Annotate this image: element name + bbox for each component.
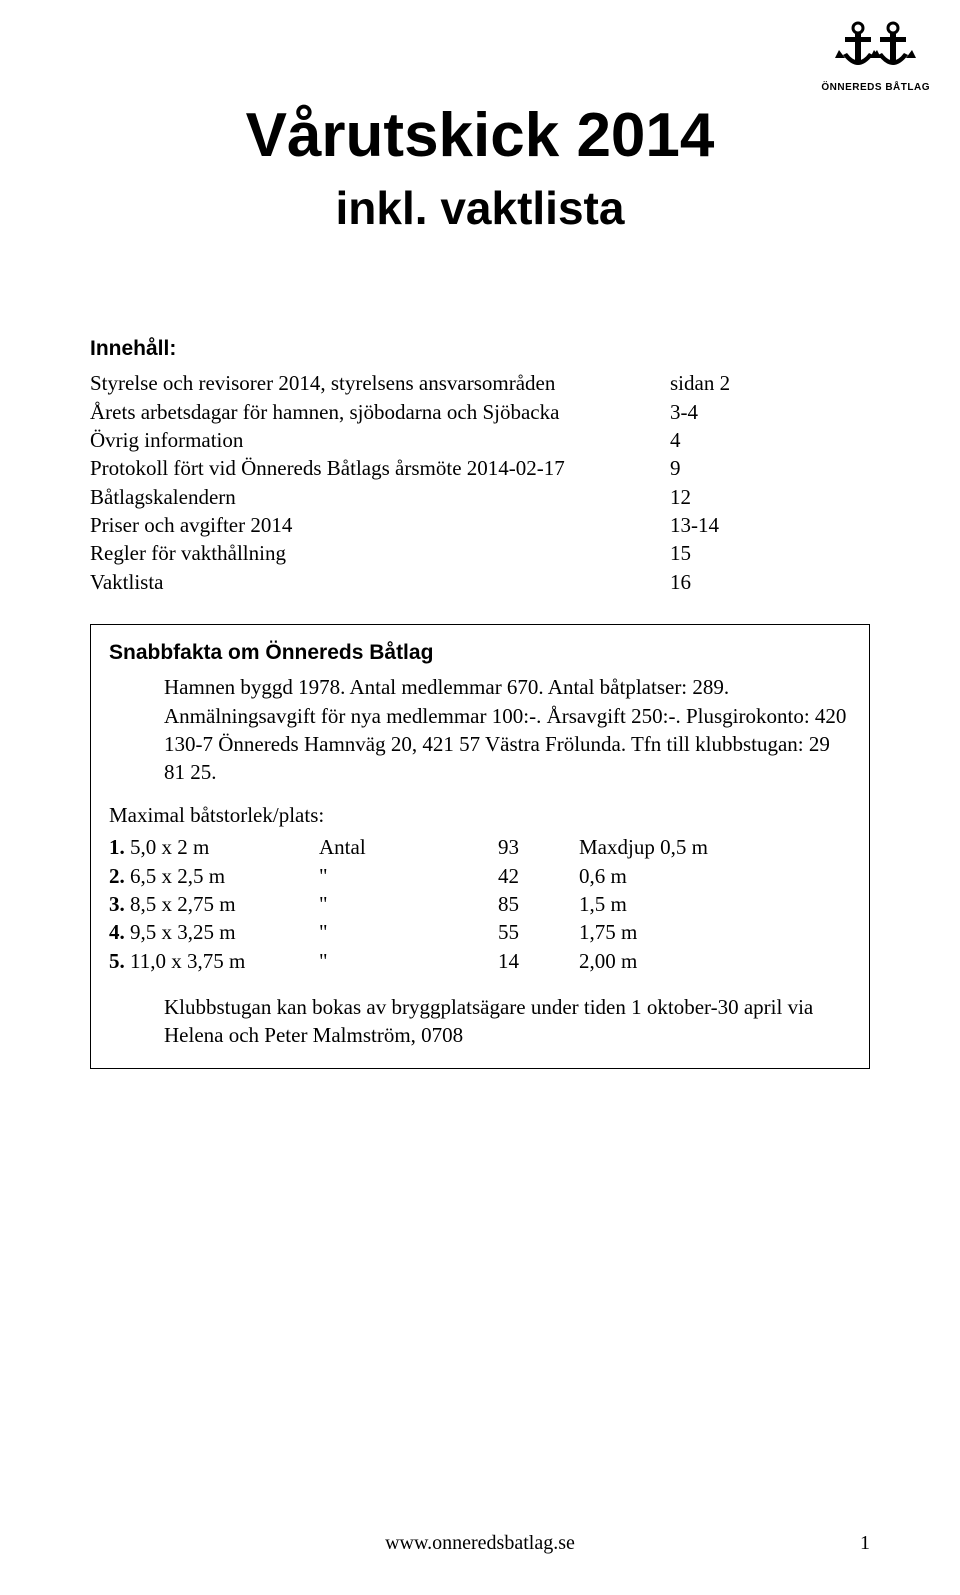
size-row: 2. 6,5 x 2,5 m"420,6 m [109, 862, 851, 890]
size-depth: 2,00 m [579, 947, 799, 975]
closing-paragraph: Klubbstugan kan bokas av bryggplatsägare… [164, 993, 851, 1050]
toc-label: Styrelse och revisorer 2014, styrelsens … [90, 369, 670, 397]
toc-label: Övrig information [90, 426, 670, 454]
toc-row: Priser och avgifter 201413-14 [90, 511, 870, 539]
toc-page: 3-4 [670, 398, 790, 426]
logo: ÖNNEREDS BÅTLAG [821, 20, 930, 93]
size-row: 3. 8,5 x 2,75 m"851,5 m [109, 890, 851, 918]
page-title: Vårutskick 2014 [90, 100, 870, 171]
size-dimension: 3. 8,5 x 2,75 m [109, 890, 319, 918]
max-size-heading: Maximal båtstorlek/plats: [109, 801, 851, 829]
toc-row: Regler för vakthållning15 [90, 539, 870, 567]
toc-page: 13-14 [670, 511, 790, 539]
size-count-label: " [319, 890, 419, 918]
toc-row: Protokoll fört vid Önnereds Båtlags årsm… [90, 454, 870, 482]
size-row: 4. 9,5 x 3,25 m"551,75 m [109, 918, 851, 946]
size-dimension: 5. 11,0 x 3,75 m [109, 947, 319, 975]
toc-label: Priser och avgifter 2014 [90, 511, 670, 539]
toc-row: Övrig information4 [90, 426, 870, 454]
size-row: 1. 5,0 x 2 mAntal93Maxdjup 0,5 m [109, 833, 851, 861]
size-count: 55 [419, 918, 579, 946]
footer-url: www.onneredsbatlag.se [90, 1532, 870, 1555]
table-of-contents: Innehåll: Styrelse och revisorer 2014, s… [90, 335, 870, 596]
toc-row: Årets arbetsdagar för hamnen, sjöbodarna… [90, 398, 870, 426]
toc-heading: Innehåll: [90, 335, 870, 363]
toc-row: Styrelse och revisorer 2014, styrelsens … [90, 369, 870, 397]
toc-page: 12 [670, 483, 790, 511]
toc-label: Regler för vakthållning [90, 539, 670, 567]
size-count-label: " [319, 918, 419, 946]
page-subtitle: inkl. vaktlista [90, 181, 870, 235]
toc-label: Protokoll fört vid Önnereds Båtlags årsm… [90, 454, 670, 482]
toc-label: Årets arbetsdagar för hamnen, sjöbodarna… [90, 398, 670, 426]
anchor-logo-icon [833, 20, 918, 75]
size-count-label: Antal [319, 833, 419, 861]
size-count: 85 [419, 890, 579, 918]
toc-page: 4 [670, 426, 790, 454]
toc-page: sidan 2 [670, 369, 790, 397]
size-depth: 1,5 m [579, 890, 799, 918]
toc-row: Vaktlista16 [90, 568, 870, 596]
size-count-label: " [319, 862, 419, 890]
toc-page: 9 [670, 454, 790, 482]
toc-label: Båtlagskalendern [90, 483, 670, 511]
size-dimension: 2. 6,5 x 2,5 m [109, 862, 319, 890]
size-count-label: " [319, 947, 419, 975]
size-count: 42 [419, 862, 579, 890]
size-table: 1. 5,0 x 2 mAntal93Maxdjup 0,5 m2. 6,5 x… [109, 833, 851, 975]
facts-box: Snabbfakta om Önnereds Båtlag Hamnen byg… [90, 624, 870, 1068]
logo-text: ÖNNEREDS BÅTLAG [821, 82, 930, 93]
size-count: 93 [419, 833, 579, 861]
size-dimension: 4. 9,5 x 3,25 m [109, 918, 319, 946]
size-row: 5. 11,0 x 3,75 m"142,00 m [109, 947, 851, 975]
size-count: 14 [419, 947, 579, 975]
facts-paragraph: Hamnen byggd 1978. Antal medlemmar 670. … [164, 673, 851, 786]
toc-row: Båtlagskalendern12 [90, 483, 870, 511]
size-depth: 1,75 m [579, 918, 799, 946]
facts-box-heading: Snabbfakta om Önnereds Båtlag [109, 639, 851, 667]
size-depth: 0,6 m [579, 862, 799, 890]
size-depth: Maxdjup 0,5 m [579, 833, 799, 861]
page: ÖNNEREDS BÅTLAG Vårutskick 2014 inkl. va… [0, 0, 960, 1595]
toc-label: Vaktlista [90, 568, 670, 596]
footer: www.onneredsbatlag.se 1 [90, 1532, 870, 1555]
toc-page: 15 [670, 539, 790, 567]
toc-page: 16 [670, 568, 790, 596]
size-dimension: 1. 5,0 x 2 m [109, 833, 319, 861]
